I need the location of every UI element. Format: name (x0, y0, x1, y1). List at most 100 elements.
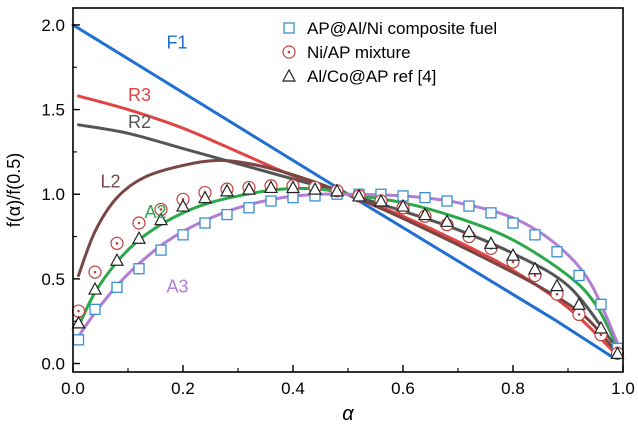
data-point (529, 229, 541, 241)
axes (72, 7, 624, 373)
data-point (610, 346, 625, 359)
legend-marker-dot (287, 50, 291, 54)
data-point-dot (599, 333, 603, 337)
legend: AP@Al/Ni composite fuel Ni/AP mixture Al/C… (281, 19, 497, 86)
data-point (132, 216, 146, 230)
curve-a3 (77, 192, 619, 345)
curve-label-f1: F1 (167, 33, 188, 53)
legend-label: Al/Co@AP ref [4] (307, 67, 436, 86)
curve-label-a2: A2 (145, 202, 167, 222)
legend-marker (282, 45, 296, 59)
x-tick-label: 0.6 (391, 379, 415, 398)
curve-label-r3: R3 (128, 85, 151, 105)
legend-item: AP@Al/Ni composite fuel (283, 19, 497, 38)
data-point (573, 269, 585, 282)
y-tick-label: 1.5 (41, 101, 65, 120)
data-point (87, 281, 103, 295)
data-point (287, 191, 299, 204)
series-3 (71, 180, 625, 359)
data-point (549, 278, 565, 292)
data-point (419, 191, 431, 204)
data-point (199, 217, 211, 229)
data-point (463, 200, 475, 212)
data-point (461, 224, 477, 238)
data-point (177, 229, 189, 241)
data-point (593, 320, 609, 334)
data-point (395, 198, 411, 212)
data-points (71, 179, 625, 360)
legend-label: AP@Al/Ni composite fuel (307, 19, 497, 38)
data-point-dot (77, 309, 80, 313)
data-point-dot (577, 313, 581, 316)
data-point (285, 180, 301, 194)
data-point (441, 195, 453, 207)
data-point (175, 198, 191, 212)
data-point (89, 303, 101, 316)
data-point-dot (115, 242, 119, 245)
data-point-dot (533, 274, 537, 277)
data-point (507, 217, 519, 229)
legend-item: Ni/AP mixture (282, 43, 411, 62)
data-point (483, 236, 499, 249)
plot-frame (72, 7, 624, 373)
data-point (571, 297, 587, 310)
data-point (71, 315, 86, 329)
legend-label: Ni/AP mixture (307, 43, 411, 62)
x-tick-label: 1.0 (611, 379, 635, 398)
data-point (551, 246, 563, 258)
data-point (241, 181, 257, 195)
data-point-dot (511, 260, 515, 264)
data-point (133, 263, 145, 275)
data-point (263, 180, 279, 194)
data-point (131, 230, 147, 244)
data-point (109, 253, 125, 266)
data-point (110, 236, 124, 250)
curve-label-a3: A3 (167, 276, 189, 296)
y-ticks: 0.0 0.5 1.0 1.5 2.0 (41, 16, 80, 374)
data-point (155, 244, 167, 256)
x-ticks: 0.0 0.2 0.4 0.6 0.8 1.0 (61, 365, 635, 398)
x-axis-label: α (342, 403, 354, 425)
curve-label-r2: R2 (128, 112, 151, 132)
x-tick-label: 0.8 (501, 379, 525, 398)
data-point (485, 207, 497, 219)
data-point (329, 183, 345, 197)
curve-l2 (77, 158, 619, 355)
y-tick-label: 1.0 (41, 185, 65, 204)
x-tick-label: 0.4 (281, 379, 305, 398)
data-point-dot (93, 270, 97, 274)
curve-label-l2: L2 (101, 171, 121, 191)
x-tick-label: 0.0 (61, 379, 85, 398)
data-point (243, 202, 255, 214)
data-point (351, 188, 367, 202)
data-point (111, 281, 123, 293)
data-point (221, 208, 233, 221)
curve-f1 (71, 23, 614, 359)
data-point (153, 212, 169, 226)
y-tick-label: 2.0 (41, 16, 65, 35)
data-point (439, 214, 455, 227)
data-point (572, 307, 586, 322)
legend-marker (281, 68, 297, 82)
y-axis-label: f(α)/f(0.5) (4, 153, 24, 227)
data-point (197, 190, 213, 204)
data-point-dot (137, 221, 141, 225)
data-point (417, 207, 433, 221)
data-point (265, 195, 277, 207)
x-tick-label: 0.2 (171, 379, 195, 398)
data-point (505, 247, 521, 261)
legend-marker (283, 22, 295, 34)
curve-labels: F1 R3 R2 L2 A2 A3 (101, 33, 189, 297)
data-point (71, 304, 86, 318)
data-point-dot (159, 208, 163, 211)
y-tick-label: 0.5 (41, 270, 65, 289)
data-point (72, 334, 85, 346)
curve-a2 (77, 186, 619, 349)
legend-item: Al/Co@AP ref [4] (281, 67, 436, 86)
data-point (219, 183, 235, 197)
data-point (527, 261, 543, 275)
data-point (88, 265, 102, 279)
data-point-dot (555, 292, 559, 296)
data-point (307, 181, 323, 195)
